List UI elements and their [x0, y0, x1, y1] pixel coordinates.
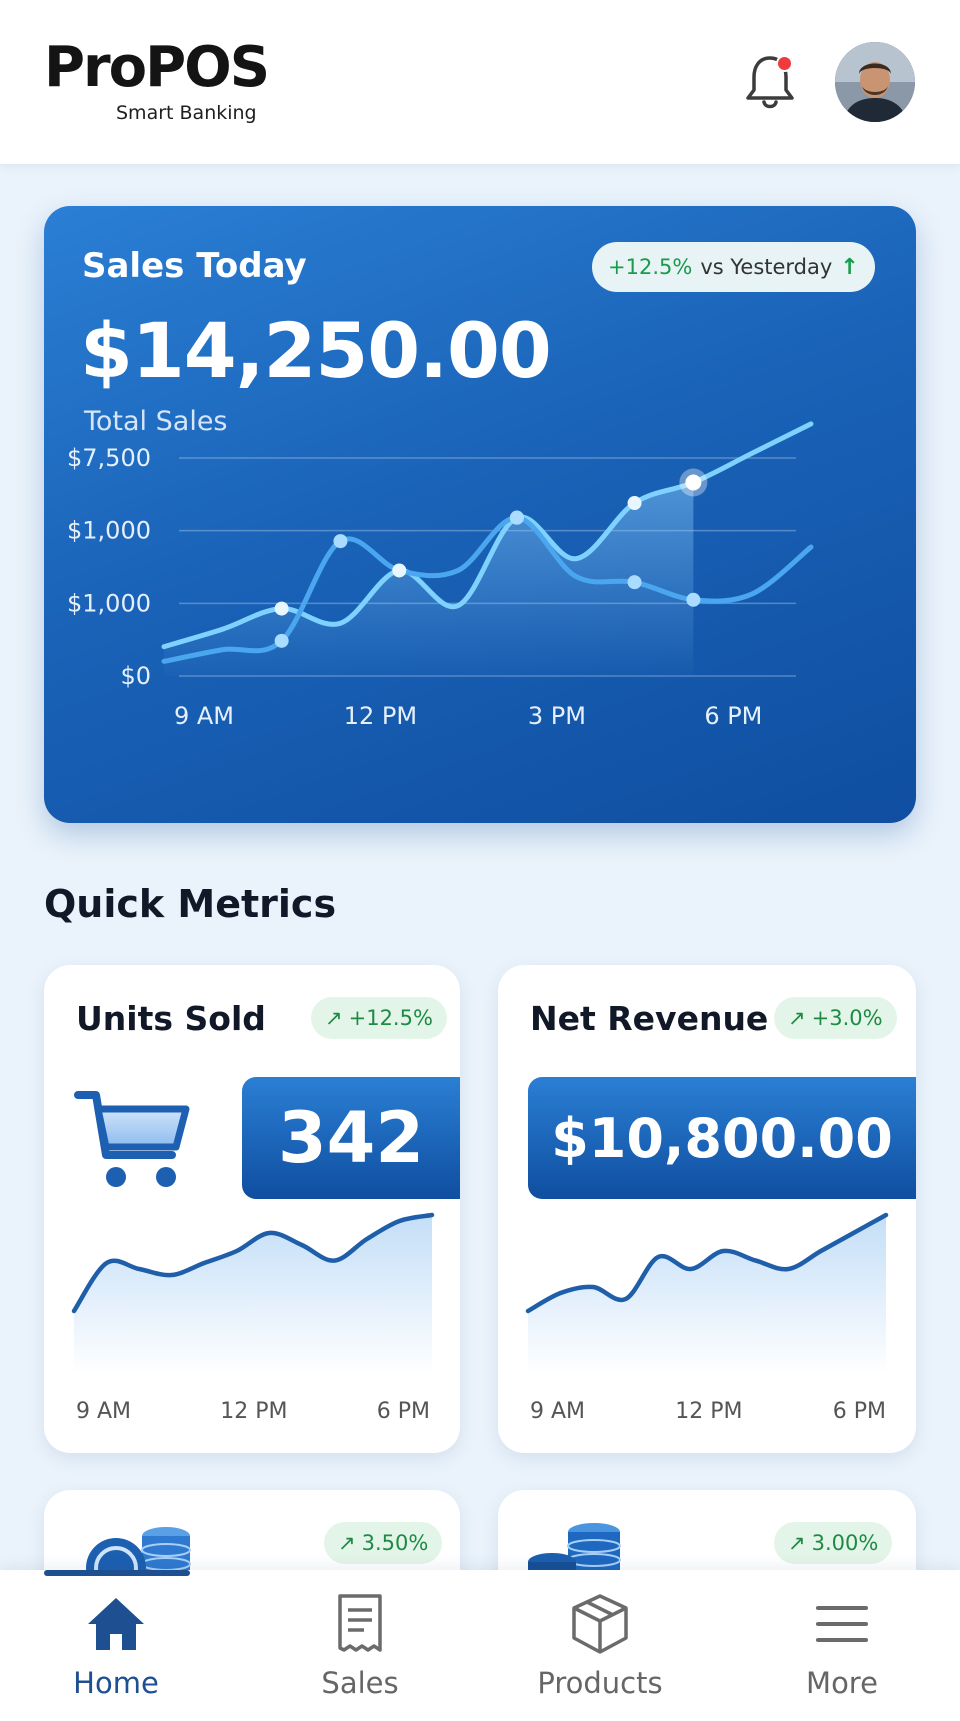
chart-x-labels: 9 AM 12 PM 3 PM 6 PM [174, 702, 762, 730]
trend-area [74, 1215, 432, 1375]
trend-up-icon: ↗ [325, 1006, 343, 1030]
chart-point [333, 534, 348, 549]
units-sold-title: Units Sold [76, 999, 266, 1038]
chart-highlight-point [685, 474, 702, 491]
net-revenue-title: Net Revenue [530, 999, 769, 1038]
home-icon [88, 1598, 144, 1650]
avatar-image [835, 42, 915, 122]
nav-home-label: Home [73, 1666, 159, 1700]
x-tick-label: 12 PM [344, 702, 417, 730]
x-label: 9 AM [530, 1399, 586, 1424]
x-tick-label: 3 PM [528, 702, 586, 730]
nav-products[interactable]: Products [510, 1592, 690, 1702]
chart-y-labels: $7,500 $1,000 $1,000 $0 [67, 444, 151, 690]
app-name: ProPOS [44, 35, 270, 100]
trend-area [528, 1215, 886, 1375]
net-revenue-x-labels: 9 AM 12 PM 6 PM [530, 1399, 886, 1424]
comparison-text: vs Yesterday [700, 255, 833, 279]
x-label: 12 PM [220, 1399, 288, 1424]
units-sold-value-box: 342 [242, 1077, 460, 1199]
x-tick-label: 6 PM [704, 702, 762, 730]
comparison-badge: +12.5% vs Yesterday ↑ [592, 242, 875, 292]
total-sales-amount: $14,250.00 [80, 306, 552, 395]
y-tick-label: $1,000 [67, 589, 151, 617]
y-tick-label: $0 [120, 662, 151, 690]
x-label: 9 AM [76, 1399, 132, 1424]
net-revenue-value: $10,800.00 [551, 1106, 893, 1170]
y-tick-label: $7,500 [67, 444, 151, 472]
trend-line [525, 1212, 889, 1314]
x-label: 6 PM [832, 1399, 886, 1424]
chart-point [627, 496, 642, 511]
x-label: 6 PM [376, 1399, 430, 1424]
shopping-cart-icon [74, 1091, 190, 1187]
app-logo[interactable]: ProPOS Smart Banking [44, 35, 270, 125]
app-header: ProPOS Smart Banking [0, 0, 960, 164]
nav-more-label: More [806, 1666, 878, 1700]
trend-up-icon: ↗ [788, 1531, 806, 1555]
trend-up-icon: ↗ [788, 1006, 806, 1030]
menu-icon [816, 1606, 868, 1642]
chart-point [274, 633, 289, 648]
chart-point [509, 510, 524, 525]
chart-point [627, 575, 642, 590]
units-sold-card[interactable]: Units Sold ↗ +12.5% 342 9 AM 12 PM 6 PM [44, 965, 460, 1453]
chart-point [392, 563, 407, 578]
delta-value: 3.00% [811, 1531, 879, 1555]
units-sold-delta: ↗ +12.5% [311, 997, 447, 1039]
x-tick-label: 9 AM [174, 702, 234, 730]
coin-stack-icon [528, 1523, 621, 1578]
box-icon [572, 1594, 628, 1654]
comparison-pct: +12.5% [608, 255, 693, 279]
x-label: 12 PM [675, 1399, 743, 1424]
bottom-nav: Home Sales Products More [0, 1570, 960, 1721]
metric-3-delta: ↗ 3.50% [324, 1522, 443, 1564]
trend-up-icon: ↗ [338, 1531, 356, 1555]
chart-area-fill [164, 482, 694, 676]
app-tagline: Smart Banking [116, 102, 257, 124]
net-revenue-card[interactable]: Net Revenue ↗ +3.0% $10,800.00 9 AM 12 P… [498, 965, 916, 1453]
trend-line [71, 1212, 435, 1314]
sales-line-chart: $7,500 $1,000 $1,000 $0 9 AM 12 PM 3 PM 6 PM [67, 421, 814, 730]
nav-more[interactable]: More [752, 1592, 932, 1702]
chart-point [686, 592, 701, 607]
notification-dot [776, 55, 793, 72]
receipt-icon [338, 1594, 382, 1652]
nav-home[interactable]: Home [26, 1592, 206, 1702]
nav-sales[interactable]: Sales [270, 1592, 450, 1702]
total-sales-label: Total Sales [84, 406, 228, 437]
arrow-up-icon: ↑ [840, 254, 859, 280]
sales-today-card[interactable]: $7,500 $1,000 $1,000 $0 9 AM 12 PM 3 PM 6 PM S… [44, 206, 916, 823]
delta-value: 3.50% [361, 1531, 429, 1555]
coins-dollar-icon [86, 1527, 191, 1580]
active-tab-indicator [44, 1570, 190, 1576]
quick-metrics-title: Quick Metrics [44, 882, 337, 926]
chart-point [274, 601, 289, 616]
user-avatar[interactable] [835, 42, 915, 122]
delta-value: +12.5% [348, 1006, 433, 1030]
metric-4-delta: ↗ 3.00% [774, 1522, 893, 1564]
net-revenue-delta: ↗ +3.0% [774, 997, 897, 1039]
sales-today-title: Sales Today [82, 246, 307, 286]
nav-products-label: Products [537, 1666, 663, 1700]
y-tick-label: $1,000 [67, 517, 151, 545]
nav-sales-label: Sales [321, 1666, 399, 1700]
net-revenue-trend-chart [525, 1212, 889, 1375]
units-sold-trend-chart [71, 1212, 435, 1375]
units-sold-x-labels: 9 AM 12 PM 6 PM [76, 1399, 430, 1424]
chart-points [274, 468, 708, 648]
units-sold-value: 342 [277, 1097, 425, 1179]
net-revenue-value-box: $10,800.00 [528, 1077, 916, 1199]
delta-value: +3.0% [811, 1006, 883, 1030]
